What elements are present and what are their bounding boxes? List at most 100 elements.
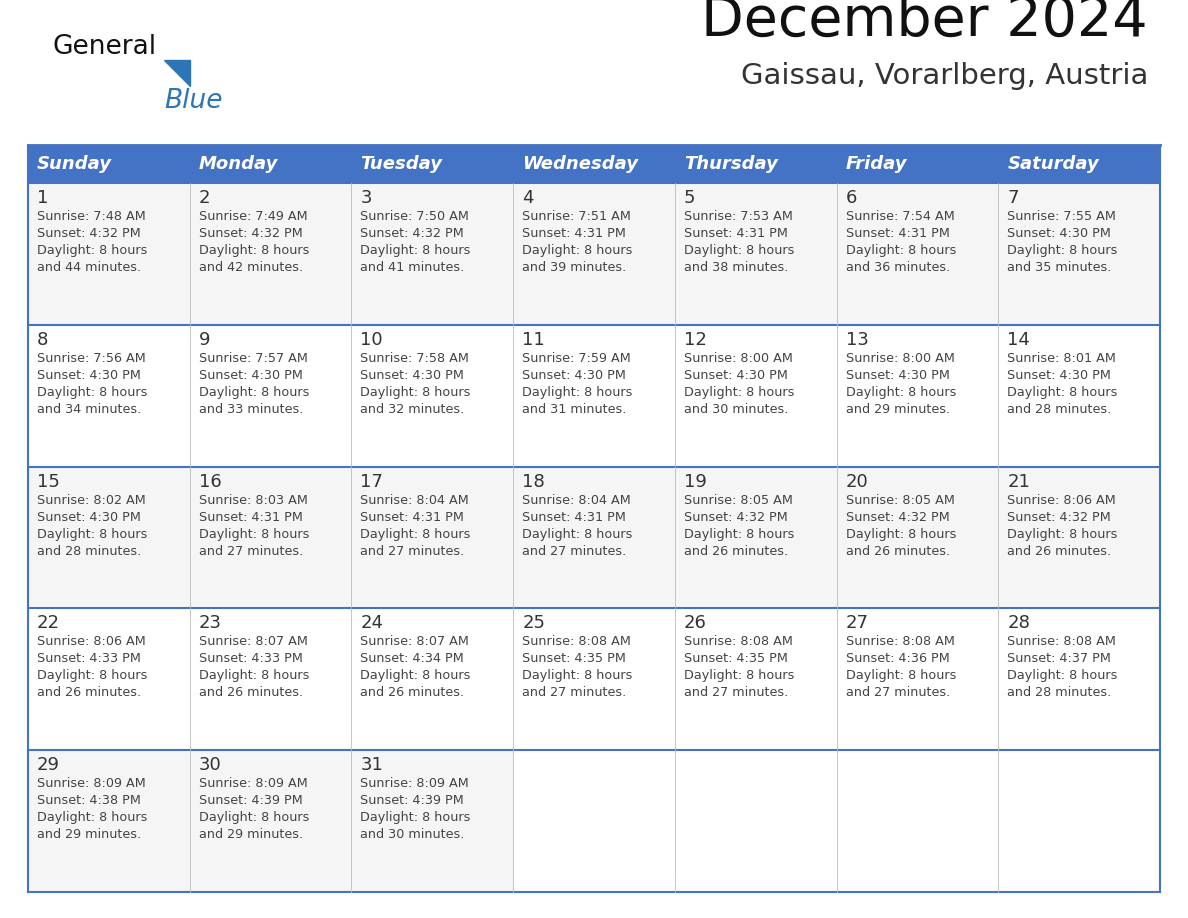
Text: 30: 30 — [198, 756, 221, 774]
Text: and 31 minutes.: and 31 minutes. — [523, 403, 626, 416]
Text: Sunset: 4:31 PM: Sunset: 4:31 PM — [523, 510, 626, 523]
Text: Wednesday: Wednesday — [523, 155, 638, 173]
Bar — [836, 750, 998, 892]
Text: Sunset: 4:30 PM: Sunset: 4:30 PM — [360, 369, 465, 382]
Text: and 33 minutes.: and 33 minutes. — [198, 403, 303, 416]
Text: Daylight: 8 hours: Daylight: 8 hours — [360, 669, 470, 682]
Text: 24: 24 — [360, 614, 384, 633]
Text: and 26 minutes.: and 26 minutes. — [37, 687, 141, 700]
Text: Daylight: 8 hours: Daylight: 8 hours — [360, 386, 470, 398]
Text: and 29 minutes.: and 29 minutes. — [37, 828, 141, 841]
Text: and 27 minutes.: and 27 minutes. — [523, 687, 626, 700]
Bar — [998, 750, 1159, 892]
Text: Sunrise: 7:55 AM: Sunrise: 7:55 AM — [1007, 210, 1117, 223]
Text: Sunset: 4:32 PM: Sunset: 4:32 PM — [1007, 510, 1111, 523]
Text: Tuesday: Tuesday — [360, 155, 442, 173]
Text: Daylight: 8 hours: Daylight: 8 hours — [360, 244, 470, 257]
Text: Sunrise: 8:08 AM: Sunrise: 8:08 AM — [684, 635, 792, 648]
Text: 21: 21 — [1007, 473, 1030, 490]
Text: Daylight: 8 hours: Daylight: 8 hours — [684, 386, 795, 398]
Text: Sunrise: 7:59 AM: Sunrise: 7:59 AM — [523, 352, 631, 364]
Text: Sunset: 4:37 PM: Sunset: 4:37 PM — [1007, 653, 1111, 666]
Text: Sunset: 4:34 PM: Sunset: 4:34 PM — [360, 653, 465, 666]
Text: 29: 29 — [37, 756, 61, 774]
Text: Daylight: 8 hours: Daylight: 8 hours — [684, 669, 795, 682]
Text: Sunset: 4:30 PM: Sunset: 4:30 PM — [1007, 227, 1111, 240]
Text: Sunset: 4:32 PM: Sunset: 4:32 PM — [198, 227, 303, 240]
Text: Daylight: 8 hours: Daylight: 8 hours — [684, 244, 795, 257]
Text: Daylight: 8 hours: Daylight: 8 hours — [198, 812, 309, 824]
Text: Sunrise: 7:54 AM: Sunrise: 7:54 AM — [846, 210, 954, 223]
Text: Sunset: 4:32 PM: Sunset: 4:32 PM — [37, 227, 140, 240]
Text: Thursday: Thursday — [684, 155, 778, 173]
Text: Daylight: 8 hours: Daylight: 8 hours — [523, 244, 632, 257]
Text: Sunset: 4:31 PM: Sunset: 4:31 PM — [846, 227, 949, 240]
Text: and 26 minutes.: and 26 minutes. — [684, 544, 788, 557]
Text: Daylight: 8 hours: Daylight: 8 hours — [37, 528, 147, 541]
Text: Sunset: 4:32 PM: Sunset: 4:32 PM — [684, 510, 788, 523]
Text: and 26 minutes.: and 26 minutes. — [846, 544, 949, 557]
Text: Sunrise: 8:02 AM: Sunrise: 8:02 AM — [37, 494, 146, 507]
Text: and 28 minutes.: and 28 minutes. — [1007, 687, 1112, 700]
Text: Daylight: 8 hours: Daylight: 8 hours — [846, 669, 956, 682]
Text: Sunrise: 7:58 AM: Sunrise: 7:58 AM — [360, 352, 469, 364]
Text: Sunset: 4:30 PM: Sunset: 4:30 PM — [37, 369, 141, 382]
Text: Sunset: 4:33 PM: Sunset: 4:33 PM — [37, 653, 141, 666]
Bar — [29, 609, 1159, 750]
Text: Daylight: 8 hours: Daylight: 8 hours — [198, 244, 309, 257]
Text: Sunrise: 8:06 AM: Sunrise: 8:06 AM — [37, 635, 146, 648]
Text: Sunset: 4:32 PM: Sunset: 4:32 PM — [846, 510, 949, 523]
Text: and 27 minutes.: and 27 minutes. — [684, 687, 788, 700]
Text: Sunrise: 8:00 AM: Sunrise: 8:00 AM — [684, 352, 792, 364]
Text: 16: 16 — [198, 473, 221, 490]
Text: Daylight: 8 hours: Daylight: 8 hours — [846, 244, 956, 257]
Text: Sunset: 4:35 PM: Sunset: 4:35 PM — [684, 653, 788, 666]
Text: Daylight: 8 hours: Daylight: 8 hours — [684, 528, 795, 541]
Text: and 41 minutes.: and 41 minutes. — [360, 261, 465, 274]
Text: 13: 13 — [846, 330, 868, 349]
Text: Sunset: 4:31 PM: Sunset: 4:31 PM — [198, 510, 303, 523]
Text: Sunset: 4:36 PM: Sunset: 4:36 PM — [846, 653, 949, 666]
Text: 31: 31 — [360, 756, 384, 774]
Text: Daylight: 8 hours: Daylight: 8 hours — [360, 812, 470, 824]
Text: 7: 7 — [1007, 189, 1019, 207]
Text: Sunrise: 8:06 AM: Sunrise: 8:06 AM — [1007, 494, 1116, 507]
Bar — [29, 325, 1159, 466]
Text: Sunset: 4:31 PM: Sunset: 4:31 PM — [523, 227, 626, 240]
Text: Daylight: 8 hours: Daylight: 8 hours — [1007, 669, 1118, 682]
Text: Daylight: 8 hours: Daylight: 8 hours — [523, 528, 632, 541]
Text: Daylight: 8 hours: Daylight: 8 hours — [37, 812, 147, 824]
Bar — [513, 750, 675, 892]
Text: 17: 17 — [360, 473, 384, 490]
Text: and 26 minutes.: and 26 minutes. — [198, 687, 303, 700]
Text: December 2024: December 2024 — [701, 0, 1148, 48]
Text: 6: 6 — [846, 189, 857, 207]
Text: Daylight: 8 hours: Daylight: 8 hours — [846, 528, 956, 541]
Text: 26: 26 — [684, 614, 707, 633]
Bar — [675, 145, 836, 183]
Text: Daylight: 8 hours: Daylight: 8 hours — [198, 669, 309, 682]
Text: Sunrise: 8:08 AM: Sunrise: 8:08 AM — [1007, 635, 1117, 648]
Bar — [998, 145, 1159, 183]
Text: Sunset: 4:39 PM: Sunset: 4:39 PM — [198, 794, 303, 807]
Text: Sunset: 4:30 PM: Sunset: 4:30 PM — [37, 510, 141, 523]
Text: and 39 minutes.: and 39 minutes. — [523, 261, 626, 274]
Text: Sunrise: 8:09 AM: Sunrise: 8:09 AM — [37, 778, 146, 790]
Text: and 30 minutes.: and 30 minutes. — [684, 403, 788, 416]
Text: and 44 minutes.: and 44 minutes. — [37, 261, 141, 274]
Text: Sunset: 4:39 PM: Sunset: 4:39 PM — [360, 794, 465, 807]
Polygon shape — [164, 60, 190, 86]
Text: 20: 20 — [846, 473, 868, 490]
Text: 25: 25 — [523, 614, 545, 633]
Text: 14: 14 — [1007, 330, 1030, 349]
Text: and 36 minutes.: and 36 minutes. — [846, 261, 950, 274]
Text: Sunrise: 7:50 AM: Sunrise: 7:50 AM — [360, 210, 469, 223]
Text: 27: 27 — [846, 614, 868, 633]
Text: and 27 minutes.: and 27 minutes. — [846, 687, 950, 700]
Text: 2: 2 — [198, 189, 210, 207]
Text: Daylight: 8 hours: Daylight: 8 hours — [523, 386, 632, 398]
Text: Blue: Blue — [164, 88, 222, 114]
Text: 1: 1 — [37, 189, 49, 207]
Text: 4: 4 — [523, 189, 533, 207]
Text: Sunset: 4:32 PM: Sunset: 4:32 PM — [360, 227, 465, 240]
